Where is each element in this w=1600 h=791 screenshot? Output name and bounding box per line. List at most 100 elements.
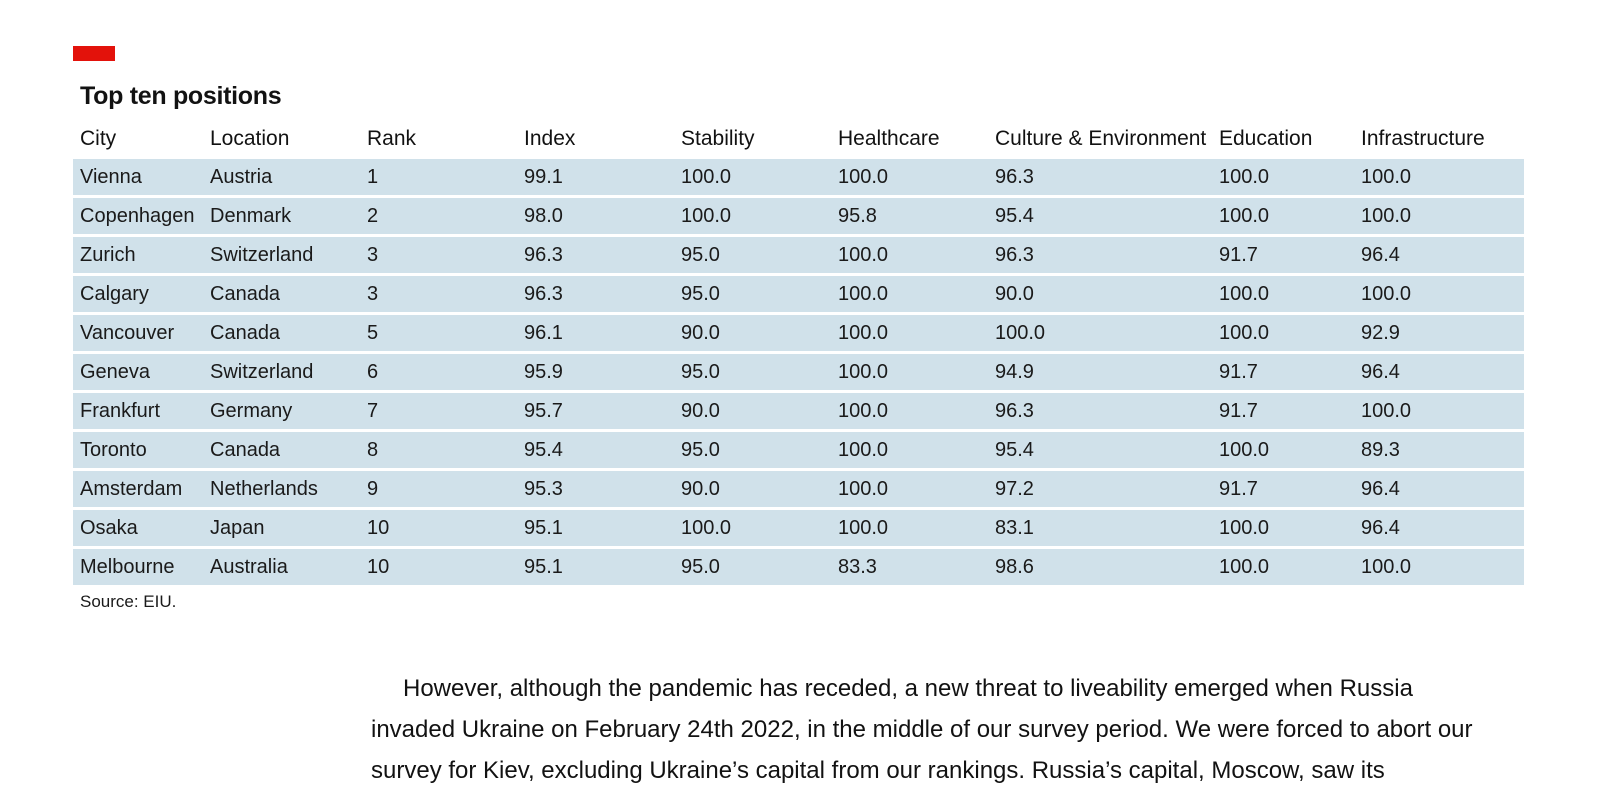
cell-education: 100.0 [1212,546,1354,585]
cell-rank: 10 [360,507,517,546]
cell-city: Copenhagen [73,195,203,234]
cell-culture-environment: 95.4 [988,429,1212,468]
cell-stability: 95.0 [674,546,831,585]
cell-culture-environment: 95.4 [988,195,1212,234]
table-header-row: City Location Rank Index Stability Healt… [73,122,1524,156]
header-infrastructure: Infrastructure [1361,127,1485,150]
table-row: Toronto Canada 8 95.4 95.0 100.0 95.4 100.0 89.3 [73,429,1524,468]
header-rank: Rank [367,127,417,150]
cell-healthcare: 100.0 [831,429,988,468]
cell-city: Vancouver [73,312,203,351]
cell-location: Australia [203,546,360,585]
header-healthcare: Healthcare [838,127,940,150]
cell-culture-environment: 100.0 [988,312,1212,351]
cell-infrastructure: 96.4 [1354,234,1524,273]
cell-education: 91.7 [1212,468,1354,507]
cell-infrastructure: 100.0 [1354,390,1524,429]
cell-rank: 3 [360,273,517,312]
cell-infrastructure: 92.9 [1354,312,1524,351]
cell-infrastructure: 100.0 [1354,156,1524,195]
cell-healthcare: 100.0 [831,390,988,429]
table-row: Geneva Switzerland 6 95.9 95.0 100.0 94.9 91.7 9… [73,351,1524,390]
cell-education: 91.7 [1212,390,1354,429]
cell-rank: 5 [360,312,517,351]
cell-location: Denmark [203,195,360,234]
cell-stability: 95.0 [674,273,831,312]
cell-index: 96.3 [517,234,674,273]
table-row: Calgary Canada 3 96.3 95.0 100.0 90.0 100.0 100.… [73,273,1524,312]
table-row: Copenhagen Denmark 2 98.0 100.0 95.8 95.4 100.0… [73,195,1524,234]
cell-healthcare: 100.0 [831,468,988,507]
cell-infrastructure: 96.4 [1354,351,1524,390]
cell-culture-environment: 97.2 [988,468,1212,507]
cell-index: 96.1 [517,312,674,351]
cell-location: Canada [203,429,360,468]
cell-education: 100.0 [1212,195,1354,234]
cell-healthcare: 100.0 [831,273,988,312]
cell-city: Melbourne [73,546,203,585]
table-row: Vienna Austria 1 99.1 100.0 100.0 96.3 100.0 100… [73,156,1524,195]
cell-stability: 95.0 [674,351,831,390]
cell-rank: 8 [360,429,517,468]
cell-index: 99.1 [517,156,674,195]
cell-rank: 3 [360,234,517,273]
article-paragraph: However, although the pandemic has reced… [371,675,1473,784]
cell-city: Toronto [73,429,203,468]
header-education: Education [1219,127,1313,150]
cell-education: 100.0 [1212,156,1354,195]
source-note: Source: EIU. [80,592,177,611]
cell-education: 100.0 [1212,429,1354,468]
table-row: Vancouver Canada 5 96.1 90.0 100.0 100.0 100.0 9… [73,312,1524,351]
cell-culture-environment: 96.3 [988,234,1212,273]
table-title: Top ten positions [80,82,282,110]
cell-index: 96.3 [517,273,674,312]
cell-city: Geneva [73,351,203,390]
cell-location: Canada [203,312,360,351]
header-culture-environment: Culture & Environment [995,127,1207,150]
header-location: Location [210,127,290,150]
cell-rank: 6 [360,351,517,390]
cell-infrastructure: 96.4 [1354,507,1524,546]
cell-rank: 1 [360,156,517,195]
cell-city: Vienna [73,156,203,195]
header-stability: Stability [681,127,755,150]
cell-city: Calgary [73,273,203,312]
cell-healthcare: 83.3 [831,546,988,585]
cell-education: 100.0 [1212,507,1354,546]
cell-city: Amsterdam [73,468,203,507]
cell-infrastructure: 100.0 [1354,546,1524,585]
cell-education: 91.7 [1212,234,1354,273]
cell-rank: 9 [360,468,517,507]
cell-culture-environment: 98.6 [988,546,1212,585]
cell-education: 91.7 [1212,351,1354,390]
cell-healthcare: 100.0 [831,156,988,195]
cell-education: 100.0 [1212,273,1354,312]
cell-culture-environment: 96.3 [988,156,1212,195]
cell-rank: 10 [360,546,517,585]
cell-healthcare: 100.0 [831,351,988,390]
cell-infrastructure: 100.0 [1354,195,1524,234]
cell-stability: 90.0 [674,468,831,507]
cell-culture-environment: 90.0 [988,273,1212,312]
table-row: Osaka Japan 10 95.1 100.0 100.0 83.1 100.0 96.4 [73,507,1524,546]
cell-stability: 100.0 [674,507,831,546]
table-body: Vienna Austria 1 99.1 100.0 100.0 96.3 100.0 100… [73,156,1524,585]
cell-index: 95.7 [517,390,674,429]
header-index: Index [524,127,576,150]
accent-bar [73,46,115,61]
cell-location: Germany [203,390,360,429]
cell-location: Switzerland [203,351,360,390]
table-row: Amsterdam Netherlands 9 95.3 90.0 100.0 97.2 91… [73,468,1524,507]
cell-location: Austria [203,156,360,195]
cell-index: 95.4 [517,429,674,468]
cell-rank: 7 [360,390,517,429]
cell-location: Japan [203,507,360,546]
cell-stability: 100.0 [674,195,831,234]
cell-healthcare: 100.0 [831,507,988,546]
cell-culture-environment: 96.3 [988,390,1212,429]
cell-stability: 90.0 [674,312,831,351]
cell-infrastructure: 89.3 [1354,429,1524,468]
cell-location: Netherlands [203,468,360,507]
cell-index: 95.1 [517,546,674,585]
cell-index: 95.3 [517,468,674,507]
